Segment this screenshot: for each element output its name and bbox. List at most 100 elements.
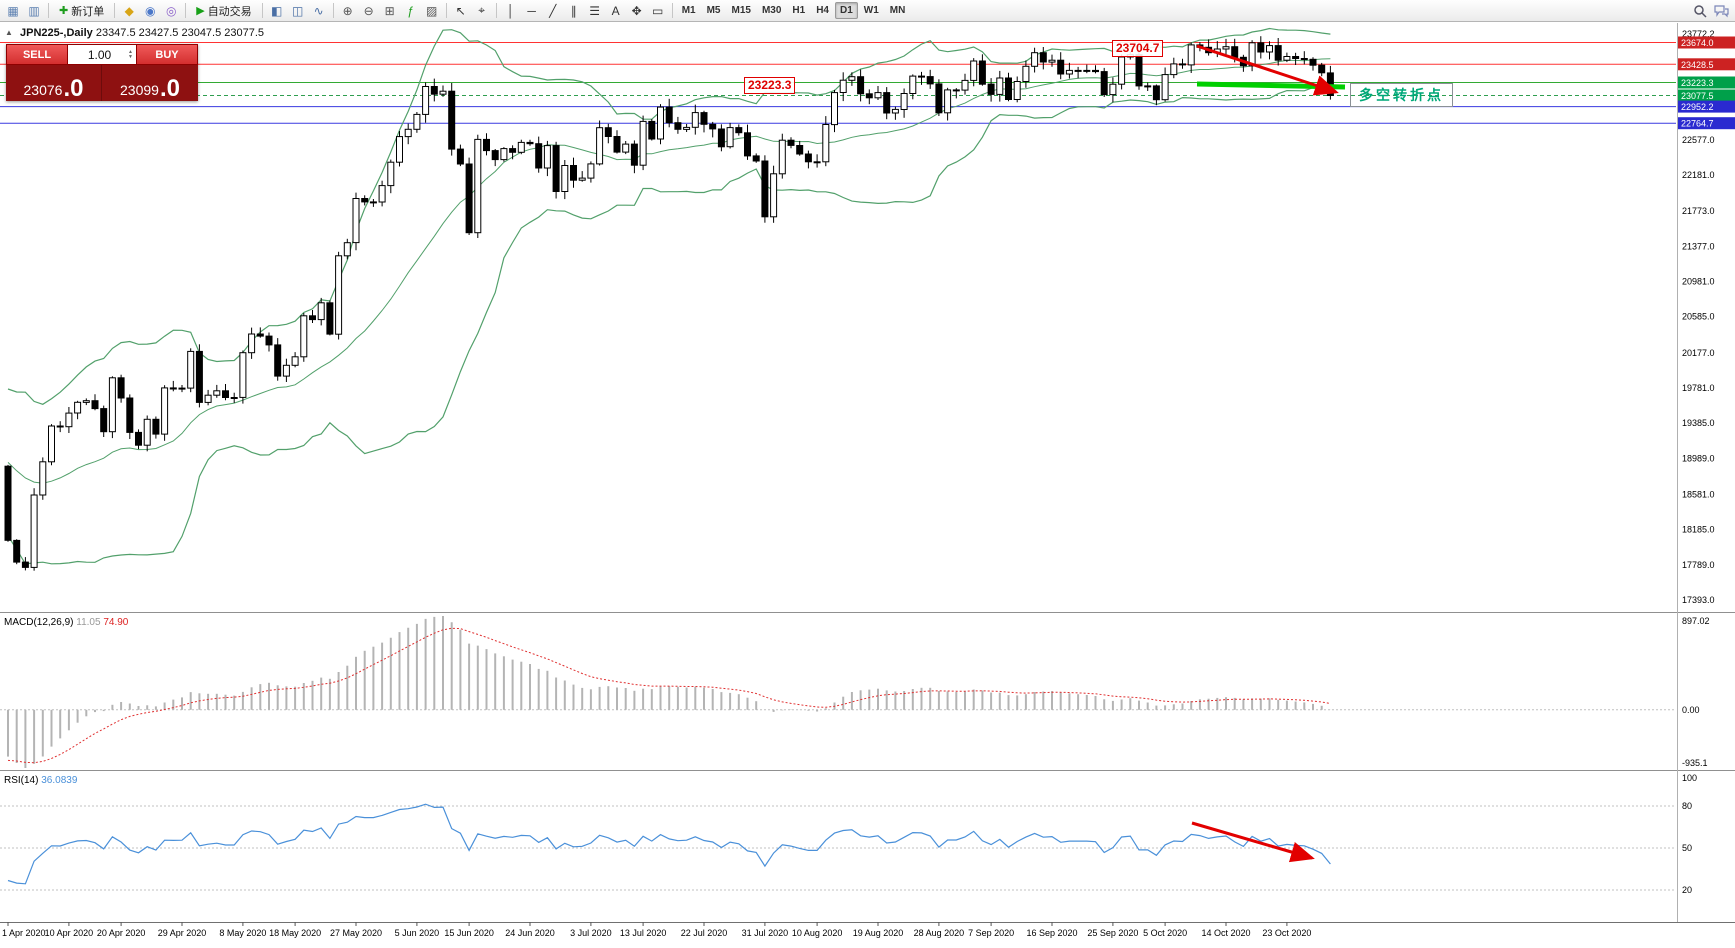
candle [744,132,751,157]
cursor-icon: ↖ [455,3,466,18]
toolbar-separator [48,3,49,18]
price-box-label: 22952.2 [1681,102,1714,112]
candle [404,128,412,138]
price-tick: 19385.0 [1682,418,1715,428]
time-label: 10 Aug 2020 [792,928,843,938]
time-label: 5 Jun 2020 [395,928,440,938]
volume-down-icon[interactable]: ▼ [128,53,133,60]
sell-button[interactable]: SELL [6,44,68,65]
price-tick: 22577.0 [1682,135,1715,145]
price-tick: 20177.0 [1682,348,1715,358]
candle [709,123,717,130]
candlestick-button[interactable]: ◫ [288,2,308,20]
candle [143,418,151,446]
candle [500,148,508,161]
timeframe-d1-button[interactable]: D1 [835,2,858,19]
candle [987,83,995,95]
candle [1065,69,1073,75]
timeframe-m30-button[interactable]: M30 [761,5,782,16]
turning-point-annotation[interactable]: 多空转折点 [1350,83,1453,107]
price-tick: 18185.0 [1682,525,1715,535]
zoom-out-button[interactable]: ⊖ [359,2,379,20]
data-window-button[interactable]: ◉ [140,2,160,20]
trade-panel-collapse-icon[interactable]: ▲ [5,28,13,37]
signals-button[interactable]: ◎ [161,2,181,20]
candle [352,198,360,244]
timeframe-m5-button[interactable]: M5 [706,5,721,16]
timeframe-m1-button[interactable]: M1 [681,5,696,16]
timeframe-h1-button[interactable]: H1 [792,5,806,16]
candle [369,201,377,204]
candle [326,302,334,335]
indicators-button[interactable]: ƒ [401,2,421,20]
candle [1274,45,1282,61]
text-button[interactable]: A [606,2,626,20]
price-annotation-23704[interactable]: 23704.7 [1112,40,1164,57]
price-annotation-23223[interactable]: 23223.3 [744,77,796,94]
timeframe-w1-button[interactable]: W1 [863,5,879,16]
candle [230,397,238,399]
zoom-in-button[interactable]: ⊕ [338,2,358,20]
line-chart-button[interactable]: ∿ [309,2,329,20]
time-label: 1 Apr 2020 [2,928,46,938]
time-label: 27 May 2020 [330,928,382,938]
fibonacci-button[interactable]: ☰ [585,2,605,20]
candle [300,315,308,358]
channel-button[interactable]: ∥ [564,2,584,20]
macd-scale-bottom: -935.1 [1682,758,1708,768]
vertical-line-button[interactable]: │ [501,2,521,20]
candle [387,161,395,187]
time-label: 23 Oct 2020 [1262,928,1311,938]
candle [587,163,595,179]
arrows-button[interactable]: ✥ [627,2,647,20]
candle [291,356,299,366]
crosshair-button[interactable]: ⌖ [472,2,492,20]
arrows-icon: ✥ [631,3,642,18]
sell-price[interactable]: 23076.0 [6,65,102,101]
market-watch-button[interactable]: ◆ [119,2,139,20]
volume-up-icon[interactable]: ▲ [128,48,133,55]
candle [831,92,838,126]
candle [970,60,978,81]
timeframe-mn-button[interactable]: MN [889,5,906,16]
new-chart-button[interactable]: ▦ [3,2,23,20]
buy-button[interactable]: BUY [136,44,198,65]
candle [4,465,12,541]
cursor-button[interactable]: ↖ [451,2,471,20]
templates-icon: ▨ [426,3,438,18]
candle [535,143,543,169]
buy-price[interactable]: 23099.0 [120,75,180,102]
chat-icon[interactable] [1711,2,1732,20]
profiles-button[interactable]: ▥ [24,2,44,20]
candle [1309,58,1317,66]
time-label: 15 Jun 2020 [444,928,494,938]
horizontal-line-button[interactable]: ─ [522,2,542,20]
candle [483,138,490,152]
candle [239,352,247,398]
macd-signal-line [7,627,1331,764]
candle [152,418,160,435]
candle [909,75,917,94]
volume-field[interactable]: 1.00 ▲ ▼ [68,44,136,65]
timeframe-h4-button[interactable]: H4 [816,5,829,16]
candle [309,315,316,321]
candle [1144,85,1152,88]
time-label: 10 Apr 2020 [45,928,94,938]
main-toolbar: ▦ ▥ ✚ 新订单 ◆ ◉ ◎ ▶ 自动交易 ◧ ◫ ∿ ⊕ ⊖ ⊞ ƒ ▨ ↖ ⌖ │ ─ ╱ ∥ ☰ A ✥ ▭ M1 M5 M15 M… [0,0,1735,22]
candle [883,92,891,114]
trendline-button[interactable]: ╱ [543,2,563,20]
autotrade-button[interactable]: ▶ 自动交易 [190,2,257,20]
candle [543,145,551,169]
timeframe-m15-button[interactable]: M15 [731,5,751,16]
shapes-button[interactable]: ▭ [648,2,668,20]
search-icon[interactable] [1690,2,1710,20]
bar-chart-button[interactable]: ◧ [267,2,287,20]
tile-windows-button[interactable]: ⊞ [380,2,400,20]
templates-button[interactable]: ▨ [422,2,442,20]
candle [135,431,142,446]
new-order-button[interactable]: ✚ 新订单 [53,2,110,20]
shapes-icon: ▭ [652,3,664,18]
time-label: 8 May 2020 [219,928,266,938]
price-tick: 21773.0 [1682,206,1715,216]
